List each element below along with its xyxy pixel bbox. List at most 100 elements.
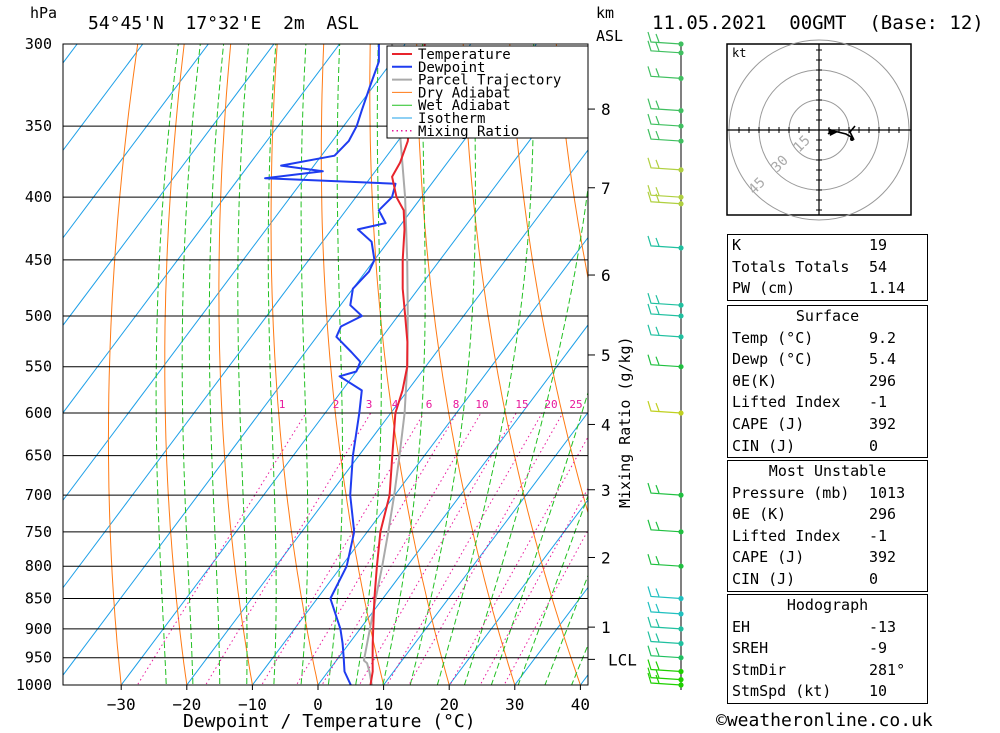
legend-label: Mixing Ratio: [418, 124, 519, 140]
isotherm-line: [63, 44, 406, 502]
temp-tick-label: −20: [172, 695, 201, 714]
legend-label: Dewpoint: [418, 60, 485, 76]
mu-li-label: Lifted Index: [732, 526, 841, 545]
wind-barb: [647, 235, 682, 249]
x-axis-label: Dewpoint / Temperature (°C): [183, 711, 476, 732]
mixing-ratio-tick-label: 4: [392, 398, 399, 411]
km-tick-label: 6: [601, 266, 611, 285]
wind-barb: [647, 324, 682, 338]
mixing-ratio-line: [449, 436, 588, 685]
wet-adiabat-line: [490, 390, 588, 685]
hpa-label: hPa: [30, 4, 57, 22]
mixing-ratio-tick-label: 25: [569, 398, 582, 411]
wind-barb: [647, 113, 682, 127]
wet-adiabat-line: [382, 44, 426, 685]
surface-li-row: Lifted Index -1: [728, 392, 927, 414]
sreh-label: SREH: [732, 639, 769, 658]
pw-label: PW (cm): [732, 279, 796, 298]
dry-adiabat-line: [369, 44, 450, 685]
wind-barb: [647, 659, 682, 673]
mixing-ratio-tick-label: 20: [544, 398, 557, 411]
km-tick-label: LCL: [608, 650, 637, 669]
temp-tick-label: 30: [505, 695, 524, 714]
legend-label: Temperature: [418, 47, 511, 63]
wind-barb: [647, 157, 682, 171]
hodograph-stats-title: Hodograph: [786, 596, 869, 614]
surface-cape-label: CAPE (J): [732, 414, 805, 433]
surface-cape-row: CAPE (J) 392: [728, 414, 927, 436]
wet-adiabat-line: [327, 44, 343, 685]
isotherm-line: [514, 586, 588, 685]
storm-motion-marker: [828, 128, 838, 136]
mixing-ratio-line: [261, 412, 425, 685]
mu-pressure-label: Pressure (mb): [732, 483, 850, 502]
mu-li-row: Lifted Index -1: [728, 526, 927, 548]
isotherm-line: [382, 411, 588, 685]
datetime-title: 11.05.2021 00GMT (Base: 12): [652, 12, 984, 34]
pressure-tick-label: 950: [25, 649, 52, 667]
wind-barb-dot: [678, 668, 684, 675]
hodograph-unit: kt: [732, 46, 746, 60]
km-tick-label: 5: [601, 346, 611, 365]
surface-thetae-value: 296: [869, 371, 897, 390]
pressure-tick-label: 900: [25, 620, 52, 638]
surface-cin-label: CIN (J): [732, 436, 796, 455]
mixing-ratio-tick-label: 1: [279, 398, 286, 411]
wet-adiabat-line: [355, 44, 382, 685]
mu-cin-label: CIN (J): [732, 569, 796, 588]
dry-adiabat-line: [164, 44, 188, 685]
wind-barb: [647, 66, 682, 79]
dry-adiabat-line: [918, 7, 1000, 711]
mu-thetae-row: θE (K) 296: [728, 504, 927, 526]
mixing-ratio-tick-label: 8: [453, 398, 460, 411]
dry-adiabat-line: [462, 44, 581, 685]
mixing-ratio-tick-label: 3: [366, 398, 373, 411]
surface-temp-value: 9.2: [869, 328, 897, 347]
wet-adiabat-line: [155, 44, 179, 685]
k-label: K: [732, 236, 742, 254]
surface-temp-row: Temp (°C) 9.2: [728, 328, 927, 350]
isotherm-line: [63, 44, 78, 64]
copyright[interactable]: ©weatheronline.co.uk: [716, 710, 933, 731]
hodograph-point: [850, 137, 854, 141]
stmdir-row: StmDir 281°: [728, 660, 927, 682]
sreh-value: -9: [869, 639, 888, 658]
wind-barb-dot: [678, 640, 684, 647]
wind-barb: [647, 667, 682, 681]
isotherm-line: [317, 324, 588, 685]
dry-adiabat-line: [218, 44, 253, 685]
wet-adiabat-line: [237, 44, 250, 685]
surface-li-value: -1: [869, 393, 888, 412]
k-value: 19: [869, 236, 888, 254]
wind-barb: [647, 482, 682, 496]
wet-adiabat-line: [181, 44, 201, 685]
wind-barb: [647, 31, 682, 45]
mixing-ratio-tick-label: 15: [515, 398, 528, 411]
mixing-ratio-line: [136, 412, 307, 685]
wind-barb-dot: [678, 563, 684, 569]
wind-barb: [647, 293, 682, 306]
wind-barb: [647, 184, 682, 198]
isotherm-line: [63, 44, 275, 327]
mu-cin-row: CIN (J) 0: [728, 569, 927, 591]
legend-label: Wet Adiabat: [418, 98, 511, 114]
km-tick-label: 4: [601, 415, 611, 434]
tt-label: Totals Totals: [732, 257, 850, 276]
surface-title: Surface: [795, 307, 860, 325]
axis-layer: 3003504004505005506006507007508008509009…: [16, 35, 637, 714]
dry-adiabat-line: [964, 7, 1000, 711]
wet-adiabat-line: [544, 574, 588, 685]
dewpoint-line: [264, 44, 397, 685]
pressure-tick-label: 550: [25, 358, 52, 376]
isotherm-line: [448, 499, 588, 685]
temp-tick-label: −10: [238, 695, 267, 714]
pressure-tick-label: 850: [25, 589, 52, 607]
pressure-tick-label: 400: [25, 188, 52, 206]
mu-thetae-value: 296: [869, 505, 897, 524]
km-tick-label: 1: [601, 618, 611, 637]
eh-label: EH: [732, 617, 751, 636]
pressure-tick-label: 1000: [16, 676, 52, 694]
mixing-ratio-line: [205, 412, 372, 685]
